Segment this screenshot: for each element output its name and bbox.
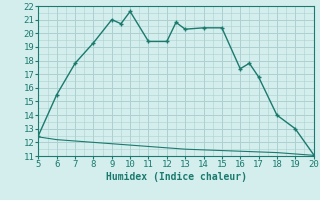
X-axis label: Humidex (Indice chaleur): Humidex (Indice chaleur) (106, 172, 246, 182)
